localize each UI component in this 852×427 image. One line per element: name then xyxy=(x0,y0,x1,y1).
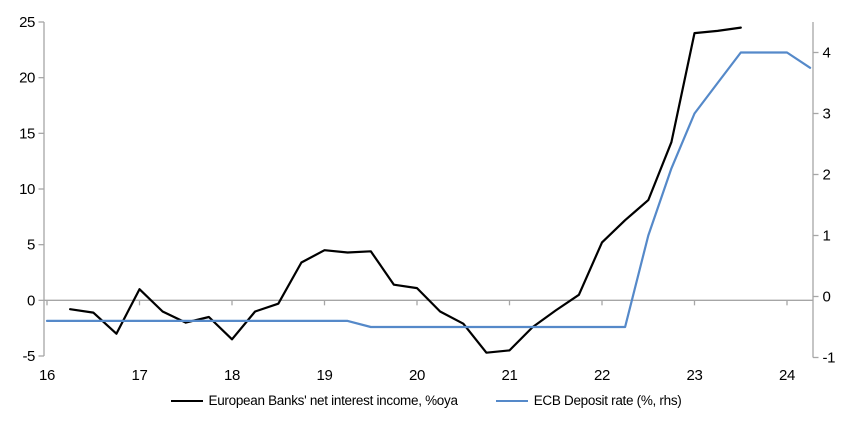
legend-item-nii: European Banks' net interest income, %oy… xyxy=(170,393,458,408)
legend-label-nii: European Banks' net interest income, %oy… xyxy=(208,393,458,408)
ecb-line-sample-icon xyxy=(495,399,528,402)
left-axis-tick-label: 15 xyxy=(19,125,35,142)
nii-line-sample-icon xyxy=(170,399,203,402)
x-axis-tick-label: 24 xyxy=(779,367,795,384)
left-axis-tick-label: 25 xyxy=(19,14,35,31)
right-axis-tick-label: 4 xyxy=(823,45,831,62)
x-axis-tick-label: 18 xyxy=(224,367,240,384)
series-line-ecb xyxy=(45,51,812,329)
left-axis-tick-label: 10 xyxy=(19,181,35,198)
right-axis-tick-label: -1 xyxy=(823,350,836,367)
left-axis-tick-label: 0 xyxy=(27,292,35,309)
x-axis-tick-label: 21 xyxy=(502,367,518,384)
left-axis-tick-label: 5 xyxy=(27,237,35,254)
left-axis-tick-label: 20 xyxy=(19,70,35,87)
x-axis-tick-label: 20 xyxy=(409,367,425,384)
right-axis-tick-label: 3 xyxy=(823,106,831,123)
left-axis-tick-label: -5 xyxy=(22,348,35,365)
legend-item-ecb: ECB Deposit rate (%, rhs) xyxy=(495,393,682,408)
x-axis-tick-label: 16 xyxy=(39,367,55,384)
chart-legend: European Banks' net interest income, %oy… xyxy=(0,393,852,408)
right-axis-tick-label: 1 xyxy=(823,228,831,245)
series-line-nii xyxy=(68,26,742,354)
x-axis-tick-label: 17 xyxy=(132,367,148,384)
legend-label-ecb: ECB Deposit rate (%, rhs) xyxy=(533,393,682,408)
x-axis-tick-label: 22 xyxy=(594,367,610,384)
right-axis-tick-label: 2 xyxy=(823,167,831,184)
x-axis-tick-label: 23 xyxy=(687,367,703,384)
right-axis-tick-label: 0 xyxy=(823,289,831,306)
x-axis-tick-label: 19 xyxy=(317,367,333,384)
